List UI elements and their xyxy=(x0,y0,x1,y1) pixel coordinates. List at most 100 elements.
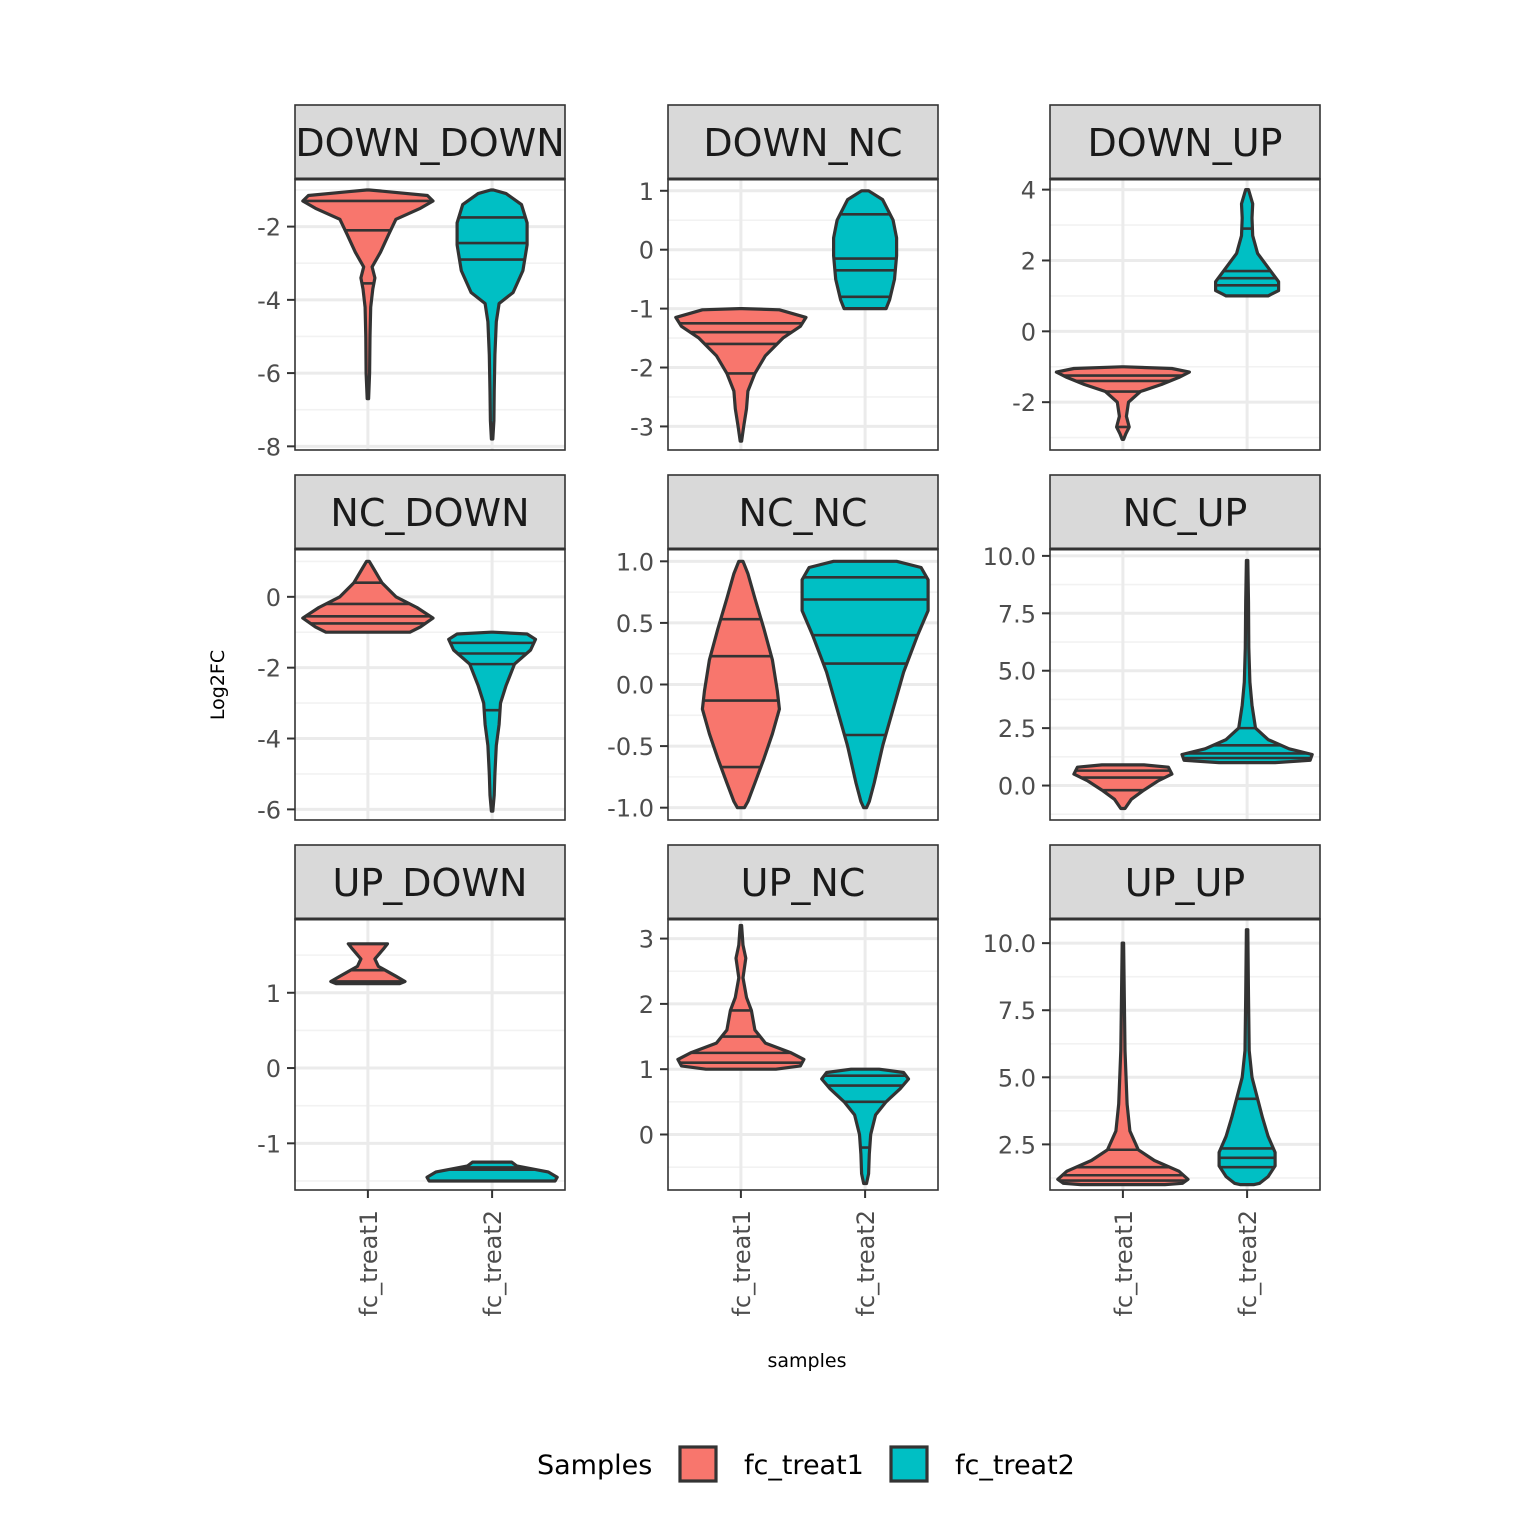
y-tick-label: 0 xyxy=(639,1121,654,1149)
strip-background xyxy=(294,474,566,550)
violin-fc_treat2 xyxy=(425,1160,559,1183)
y-tick-label: -1 xyxy=(630,296,654,324)
strip-background xyxy=(294,844,566,920)
violin-fc_treat1 xyxy=(700,559,781,810)
y-tick-label: 7.5 xyxy=(998,997,1036,1025)
y-tick-label: 7.5 xyxy=(998,600,1036,628)
y-tick-label: 2.5 xyxy=(998,715,1036,743)
y-tick-label: 0.5 xyxy=(616,610,654,638)
violin-layer xyxy=(674,189,899,443)
facet-panel-up-nc: UP_NC 3 2 1 0 fc_treat1 fc_treat2 xyxy=(639,844,939,1317)
legend-key-fc_treat1 xyxy=(678,1445,718,1483)
y-tick-label: 0 xyxy=(266,1055,281,1083)
y-tick-label: -2 xyxy=(1012,389,1036,417)
y-axis-title: Log2FC xyxy=(207,650,229,720)
y-tick-label: -2 xyxy=(257,214,281,242)
y-tick-label: -6 xyxy=(257,360,281,388)
violin-fc_treat2 xyxy=(1214,188,1281,298)
violin-fc_treat1 xyxy=(676,923,806,1071)
violin-layer xyxy=(676,923,911,1186)
violin-fc_treat2 xyxy=(832,189,899,311)
facet-strip-title: DOWN_DOWN xyxy=(295,121,564,165)
facet-strip-title: NC_UP xyxy=(1123,491,1248,535)
x-tick-label: fc_treat2 xyxy=(852,1210,880,1317)
y-tick-label: 10.0 xyxy=(983,930,1036,958)
y-tick-label: 1 xyxy=(639,1056,654,1084)
violin-fc_treat2 xyxy=(820,1067,911,1186)
legend: Samples fc_treat1 fc_treat2 xyxy=(537,1445,1075,1483)
y-tick-label: -4 xyxy=(257,726,281,754)
y-tick-label: -2 xyxy=(257,655,281,683)
y-tick-label: 1 xyxy=(639,178,654,206)
y-tick-label: -2 xyxy=(630,355,654,383)
panel-background xyxy=(295,549,565,820)
facet-strip-title: NC_NC xyxy=(739,491,868,535)
facet-strip-title: UP_NC xyxy=(741,861,866,905)
x-tick-label: fc_treat2 xyxy=(479,1210,507,1317)
x-tick-label: fc_treat2 xyxy=(1234,1210,1262,1317)
legend-title: Samples xyxy=(537,1450,652,1481)
violin-layer xyxy=(1056,928,1277,1187)
y-tick-label: -1 xyxy=(257,1130,281,1158)
violin-layer xyxy=(1072,558,1314,811)
facet-panel-up-up: UP_UP 10.0 7.5 5.0 2.5 fc_treat1 fc_treat2 xyxy=(983,844,1321,1317)
violin-fc_treat1 xyxy=(301,559,435,634)
y-tick-label: 2.5 xyxy=(998,1131,1036,1159)
facet-strip-title: DOWN_NC xyxy=(703,121,902,165)
strip-background xyxy=(294,104,566,180)
violin-fc_treat2 xyxy=(455,188,529,441)
y-tick-label: 0.0 xyxy=(998,773,1036,801)
facet-panel-nc-nc: NC_NC 1.0 0.5 0.0 -0.5 -1.0 xyxy=(607,474,939,823)
y-tick-label: -1.0 xyxy=(607,795,654,823)
panel-background xyxy=(295,919,565,1190)
y-tick-label: 4 xyxy=(1021,177,1036,205)
y-tick-label: 0 xyxy=(266,584,281,612)
facet-strip-title: UP_UP xyxy=(1125,861,1245,905)
y-tick-label: 5.0 xyxy=(998,1064,1036,1092)
y-tick-label: 1.0 xyxy=(616,548,654,576)
legend-label: fc_treat1 xyxy=(744,1450,864,1481)
y-tick-label: -0.5 xyxy=(607,733,654,761)
x-axis-title: samples xyxy=(768,1350,847,1372)
y-tick-label: 0 xyxy=(639,237,654,265)
strip-background xyxy=(1049,104,1321,180)
y-tick-label: 0.0 xyxy=(616,672,654,700)
y-tick-label: 0 xyxy=(1021,318,1036,346)
violin-layer xyxy=(329,942,559,1183)
facet-panel-down-down: DOWN_DOWN -2 -4 -6 -8 xyxy=(257,104,566,461)
violin-layer xyxy=(301,188,529,441)
y-tick-label: -4 xyxy=(257,287,281,315)
y-tick-label: 10.0 xyxy=(983,543,1036,571)
facet-panel-down-nc: DOWN_NC 1 0 -1 -2 -3 xyxy=(630,104,939,451)
violin-layer xyxy=(1054,188,1281,441)
y-tick-label: -8 xyxy=(257,433,281,461)
panel-background xyxy=(1050,179,1320,450)
violin-fc_treat2 xyxy=(1180,558,1314,765)
facet-panel-nc-up: NC_UP 10.0 7.5 5.0 2.5 0.0 xyxy=(983,474,1321,821)
facet-panel-nc-down: NC_DOWN 0 -2 -4 -6 xyxy=(257,474,566,824)
x-tick-label: fc_treat1 xyxy=(355,1210,383,1317)
y-tick-label: 1 xyxy=(266,980,281,1008)
strip-background xyxy=(667,104,939,180)
facet-panel-up-down: UP_DOWN 1 0 -1 fc_treat1 fc_treat2 xyxy=(257,844,566,1317)
x-tick-label: fc_treat1 xyxy=(728,1210,756,1317)
violin-fc_treat1 xyxy=(301,188,435,401)
strip-background xyxy=(1049,474,1321,550)
panel-background xyxy=(1050,919,1320,1190)
violin-layer xyxy=(301,559,538,813)
legend-label: fc_treat2 xyxy=(955,1450,1075,1481)
violin-fc_treat1 xyxy=(329,942,407,986)
violin-fc_treat1 xyxy=(1056,941,1190,1187)
facet-panel-down-up: DOWN_UP 4 2 0 -2 xyxy=(1012,104,1321,451)
y-tick-label: -6 xyxy=(257,796,281,824)
x-tick-label: fc_treat1 xyxy=(1110,1210,1138,1317)
y-tick-label: 2 xyxy=(639,991,654,1019)
y-tick-label: 5.0 xyxy=(998,658,1036,686)
facet-strip-title: NC_DOWN xyxy=(330,491,529,535)
legend-key-fc_treat2 xyxy=(889,1445,929,1483)
facet-strip-title: DOWN_UP xyxy=(1088,121,1283,165)
y-tick-label: -3 xyxy=(630,413,654,441)
facet-strip-title: UP_DOWN xyxy=(333,861,528,905)
strip-background xyxy=(667,844,939,920)
